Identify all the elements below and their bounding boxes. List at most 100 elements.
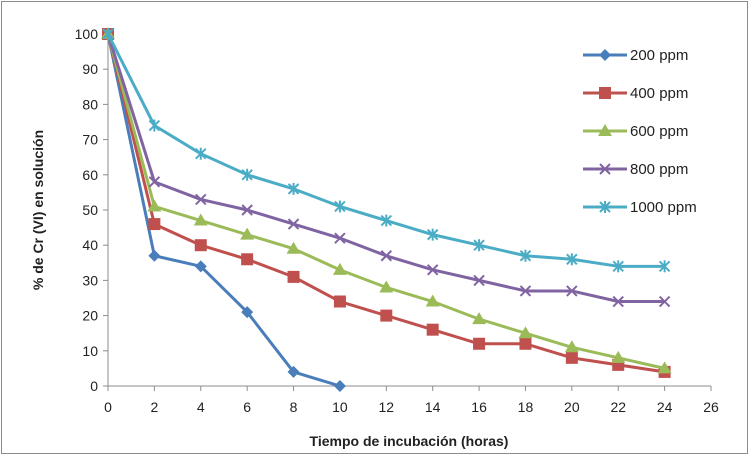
x-tick-label: 20 <box>564 399 580 415</box>
data-point <box>380 309 393 322</box>
data-point <box>194 260 207 273</box>
data-point <box>612 260 624 273</box>
legend-label: 400 ppm <box>630 85 688 102</box>
marker-stroke <box>473 274 485 287</box>
legend-item: 1000 ppm <box>583 199 697 216</box>
y-tick-label: 80 <box>82 96 98 112</box>
data-point <box>241 253 254 266</box>
marker-stroke <box>599 163 611 175</box>
data-point <box>148 218 161 231</box>
data-point <box>241 306 254 319</box>
marker-stroke <box>380 250 393 262</box>
legend-item: 600 ppm <box>583 123 688 140</box>
data-point <box>518 326 533 339</box>
x-tick-label: 4 <box>197 399 205 415</box>
data-point <box>287 182 300 195</box>
data-point <box>193 213 208 226</box>
data-point <box>240 227 255 240</box>
data-point <box>379 280 394 293</box>
legend-label: 200 ppm <box>630 47 688 64</box>
data-point <box>380 214 393 227</box>
data-point <box>194 239 207 252</box>
marker-stroke <box>612 295 624 308</box>
data-point <box>148 176 161 188</box>
legend-marker <box>599 87 611 99</box>
x-tick-label: 8 <box>290 399 298 415</box>
data-point <box>286 241 301 254</box>
legend-marker <box>599 49 611 61</box>
x-tick-label: 18 <box>518 399 534 415</box>
marker-stroke <box>195 193 207 206</box>
y-tick-label: 70 <box>82 132 98 148</box>
x-axis-title: Tiempo de incubación (horas) <box>310 433 509 449</box>
y-tick-label: 100 <box>75 26 99 42</box>
data-point <box>287 218 300 230</box>
data-point <box>148 249 161 262</box>
data-point <box>472 312 487 325</box>
series-line <box>106 33 341 388</box>
data-point <box>287 270 300 283</box>
y-tick-label: 40 <box>82 237 98 253</box>
marker-stroke <box>519 285 532 297</box>
x-tick-label: 14 <box>425 399 441 415</box>
y-tick-label: 60 <box>82 167 98 183</box>
data-point <box>657 361 672 374</box>
data-point <box>519 285 532 297</box>
data-point <box>287 365 300 378</box>
data-point <box>334 232 346 244</box>
data-point <box>519 337 532 350</box>
legend-label: 600 ppm <box>630 123 688 140</box>
legend-item: 400 ppm <box>583 85 688 102</box>
y-axis-title: % de Cr (VI) en solución <box>30 130 46 290</box>
data-point <box>333 380 346 392</box>
marker-stroke <box>426 264 439 276</box>
data-point <box>426 228 439 241</box>
x-tick-label: 26 <box>703 399 719 415</box>
data-point <box>333 295 346 308</box>
data-point <box>564 340 579 353</box>
data-point <box>519 249 532 262</box>
data-point <box>565 351 578 364</box>
legend-item: 800 ppm <box>583 161 688 178</box>
x-tick-label: 6 <box>243 399 251 415</box>
data-point <box>241 168 253 181</box>
series-200-ppm <box>102 28 346 392</box>
data-point <box>147 199 162 212</box>
data-point <box>334 200 346 213</box>
data-point <box>426 264 439 276</box>
marker-stroke <box>148 176 161 188</box>
legend-marker <box>598 124 612 136</box>
data-point <box>195 147 207 160</box>
data-point <box>380 250 393 262</box>
marker-stroke <box>566 285 578 297</box>
marker-stroke <box>658 295 671 308</box>
legend-marker <box>599 163 611 175</box>
data-point <box>473 274 485 287</box>
series-400-ppm <box>102 28 671 378</box>
data-point <box>566 285 578 297</box>
data-point <box>332 262 347 275</box>
data-point <box>102 28 114 40</box>
marker-stroke <box>287 218 300 230</box>
data-point <box>473 337 486 350</box>
legend-label: 800 ppm <box>630 161 688 178</box>
y-tick-label: 10 <box>82 343 98 359</box>
data-point <box>148 119 161 132</box>
x-tick-label: 10 <box>332 399 348 415</box>
series-600-ppm <box>101 27 672 374</box>
data-point <box>473 239 485 252</box>
x-tick-label: 16 <box>471 399 487 415</box>
data-point <box>658 295 671 308</box>
series-1000-ppm <box>102 28 671 273</box>
data-point <box>658 260 671 273</box>
series-line <box>106 33 665 268</box>
series-layer <box>101 27 672 392</box>
legend: 200 ppm 400 ppm 600 ppm 800 ppm 1000 ppm <box>583 47 697 216</box>
y-tick-label: 20 <box>82 308 98 324</box>
data-point <box>612 295 624 308</box>
legend-label: 1000 ppm <box>630 199 697 216</box>
data-point <box>566 253 578 266</box>
